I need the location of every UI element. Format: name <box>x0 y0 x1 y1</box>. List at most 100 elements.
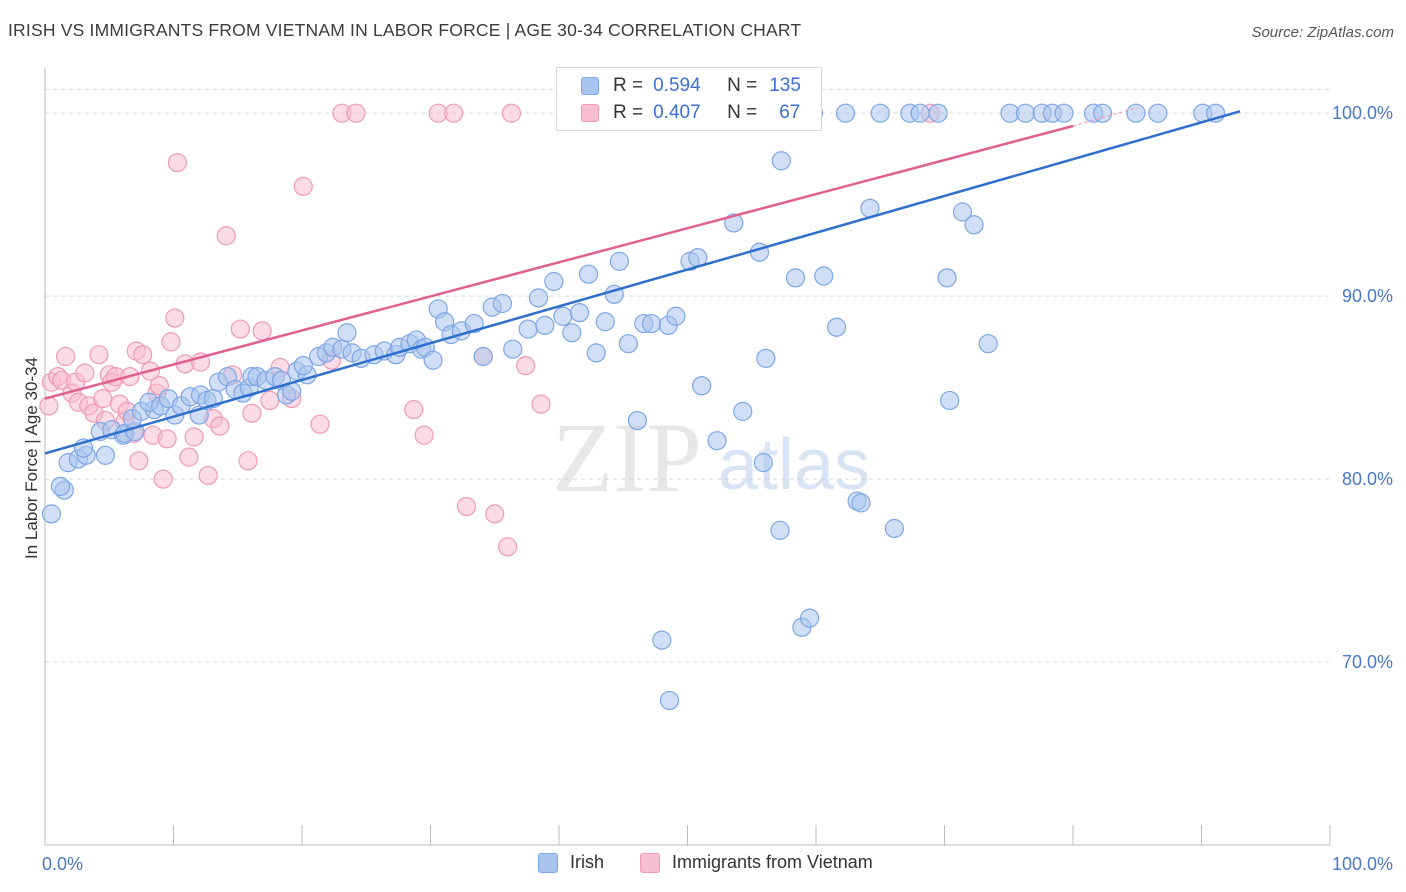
irish-point <box>578 264 599 284</box>
trend-lines <box>44 107 1241 455</box>
vietnam-point <box>293 176 313 196</box>
vietnam-trend-line <box>44 124 1074 400</box>
vietnam-swatch <box>581 104 599 122</box>
y-tick-label: 100.0% <box>1332 103 1393 123</box>
vietnam-trend-extension <box>1072 107 1138 127</box>
irish-point <box>884 518 904 539</box>
irish-point <box>940 390 960 411</box>
legend-irish-label: Irish <box>570 852 605 872</box>
irish-trend-line <box>44 110 1241 455</box>
irish-point <box>928 103 948 123</box>
irish-point <box>595 312 615 332</box>
irish-point <box>659 690 680 711</box>
irish-point <box>641 313 662 334</box>
vietnam-point <box>179 447 199 467</box>
vietnam-point <box>93 388 113 409</box>
irish-point <box>910 103 930 123</box>
irish-point <box>503 339 523 359</box>
irish-point <box>724 213 744 233</box>
chart-title: IRISH VS IMMIGRANTS FROM VIETNAM IN LABO… <box>8 20 802 40</box>
irish-point <box>1148 103 1168 123</box>
irish-point <box>1015 103 1036 123</box>
irish-point <box>666 306 686 326</box>
legend-row-irish: R = 0.594 N = 135 <box>581 72 801 100</box>
source-label: Source: ZipAtlas.com <box>1251 24 1394 41</box>
y-tick-label: 80.0% <box>1342 469 1393 489</box>
irish-r-value: 0.594 <box>653 75 701 96</box>
irish-n-value: 135 <box>769 75 801 96</box>
vietnam-n-label: N = <box>727 102 758 123</box>
irish-point <box>553 306 573 326</box>
legend-vietnam-swatch <box>640 852 660 873</box>
vietnam-point <box>414 425 434 445</box>
irish-point <box>978 334 998 354</box>
legend-item-irish: Irish <box>538 852 604 873</box>
irish-point <box>473 346 493 367</box>
irish-point <box>337 323 357 343</box>
irish-point <box>652 630 672 650</box>
tick-labels: 70.0% 80.0% 90.0% 100.0% 0.0% 100.0% <box>42 103 1393 874</box>
irish-point <box>799 608 820 628</box>
vietnam-point <box>531 394 551 414</box>
irish-point <box>692 376 712 396</box>
watermark: ZIP atlas <box>552 402 870 513</box>
irish-point <box>1054 103 1074 123</box>
vietnam-point <box>133 345 153 365</box>
irish-point <box>964 215 984 235</box>
vietnam-point <box>485 504 505 524</box>
legend-irish-swatch <box>538 852 558 873</box>
irish-point <box>707 431 727 451</box>
stats-legend: R = 0.594 N = 135 R = 0.407 N = 67 <box>556 67 822 131</box>
irish-point <box>618 334 638 354</box>
vietnam-point <box>129 451 149 471</box>
vietnam-point <box>89 345 109 365</box>
irish-point <box>771 151 791 171</box>
vietnam-point <box>444 103 464 123</box>
irish-point <box>518 319 538 339</box>
irish-point <box>756 348 776 368</box>
vietnam-point <box>515 356 536 376</box>
irish-point <box>492 293 513 314</box>
irish-point <box>544 271 564 292</box>
vietnam-r-value: 0.407 <box>653 102 701 123</box>
irish-point <box>851 493 871 513</box>
vietnam-point <box>242 403 262 423</box>
irish-point <box>50 476 71 497</box>
irish-r-label: R = <box>613 75 644 96</box>
axes <box>44 68 1331 846</box>
vietnam-point <box>230 319 250 339</box>
irish-point <box>423 350 443 370</box>
irish-point <box>1092 103 1113 123</box>
irish-point <box>609 251 629 271</box>
vietnam-point <box>238 451 258 471</box>
irish-point <box>535 315 555 336</box>
vietnam-point <box>157 429 177 449</box>
vietnam-point <box>161 332 181 352</box>
irish-point <box>733 401 753 421</box>
irish-point <box>569 303 590 323</box>
vietnam-point <box>498 537 518 557</box>
vietnam-point <box>252 321 272 341</box>
vietnam-point <box>310 414 330 434</box>
vietnam-point <box>55 346 76 367</box>
y-tick-label: 70.0% <box>1342 652 1393 672</box>
irish-point <box>835 103 856 123</box>
watermark-atlas: atlas <box>718 425 870 505</box>
irish-point <box>785 268 806 288</box>
vietnam-points <box>39 103 940 557</box>
vietnam-point <box>260 390 280 411</box>
irish-point <box>293 356 313 376</box>
irish-point <box>1126 103 1146 123</box>
vietnam-point <box>184 427 204 447</box>
irish-point <box>814 266 834 286</box>
vietnam-point <box>501 103 522 123</box>
vietnam-point <box>198 465 218 486</box>
irish-point <box>562 323 582 343</box>
legend-item-vietnam: Immigrants from Vietnam <box>640 852 873 873</box>
vietnam-r-label: R = <box>613 102 644 123</box>
vietnam-point <box>456 496 477 517</box>
legend-row-vietnam: R = 0.407 N = 67 <box>581 99 800 127</box>
vietnam-point <box>404 399 424 420</box>
vietnam-point <box>216 226 236 246</box>
